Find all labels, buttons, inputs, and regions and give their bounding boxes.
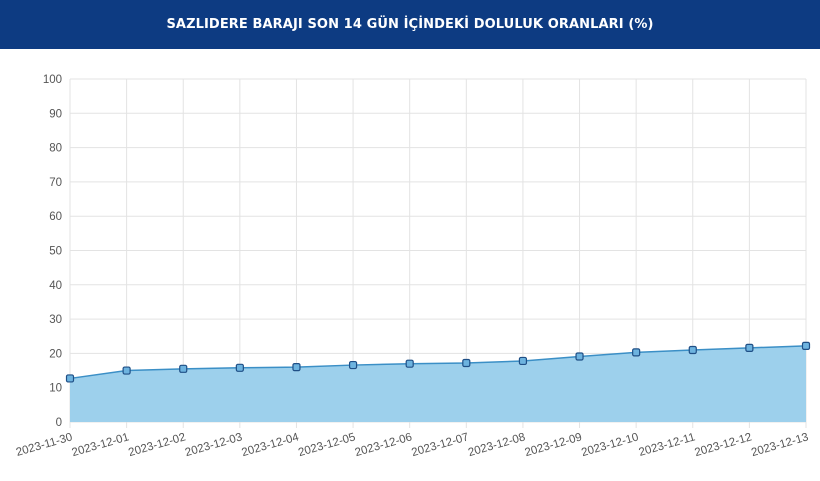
data-point — [575, 352, 584, 361]
x-axis-labels: 2023-11-302023-12-012023-12-022023-12-03… — [15, 431, 810, 459]
y-tick-label: 70 — [49, 177, 62, 189]
chart-header: SAZLIDERE BARAJI SON 14 GÜN İÇİNDEKİ DOL… — [0, 0, 820, 49]
data-point — [462, 358, 471, 368]
data-point — [65, 374, 75, 383]
y-tick-label: 0 — [56, 417, 62, 429]
data-point — [348, 360, 358, 370]
y-tick-label: 90 — [49, 108, 62, 120]
data-point — [235, 363, 244, 372]
y-tick-label: 80 — [49, 143, 62, 155]
y-tick-label: 20 — [49, 348, 62, 360]
data-point — [801, 341, 811, 350]
y-tick-label: 60 — [49, 211, 62, 223]
series-line — [69, 345, 807, 380]
data-point — [518, 356, 528, 366]
x-tick-label: 2023-12-09 — [524, 431, 584, 459]
y-tick-label: 30 — [49, 314, 62, 326]
x-tick-label: 2023-12-12 — [693, 431, 753, 459]
area-fill — [70, 345, 806, 422]
data-points — [65, 341, 811, 383]
x-tick-label: 2023-11-30 — [15, 431, 74, 459]
y-tick-label: 100 — [43, 74, 62, 86]
data-point — [122, 366, 131, 375]
data-point — [405, 359, 414, 368]
data-point — [745, 343, 754, 353]
x-tick-label: 2023-12-07 — [410, 431, 470, 459]
x-tick-label: 2023-12-13 — [750, 431, 810, 459]
y-tick-label: 50 — [49, 246, 62, 258]
x-tick-label: 2023-12-06 — [354, 431, 414, 459]
x-tick-label: 2023-12-10 — [580, 431, 640, 459]
x-tick-label: 2023-12-08 — [467, 431, 527, 459]
data-point — [688, 345, 697, 355]
x-tick-label: 2023-12-01 — [71, 431, 131, 459]
y-axis-labels: 0 10 20 30 40 50 60 70 80 90 100 — [43, 74, 62, 429]
data-point — [292, 363, 301, 372]
chart-title: SAZLIDERE BARAJI SON 14 GÜN İÇİNDEKİ DOL… — [166, 17, 654, 32]
data-point — [632, 348, 641, 357]
x-tick-label: 2023-12-04 — [240, 431, 300, 459]
area-series — [69, 345, 807, 422]
y-tick-label: 10 — [49, 383, 62, 395]
x-tick-label: 2023-12-02 — [127, 431, 187, 459]
x-tick-label: 2023-12-11 — [638, 431, 697, 459]
x-tick-label: 2023-12-03 — [184, 431, 244, 459]
data-point — [179, 364, 188, 373]
x-tick-label: 2023-12-05 — [297, 431, 357, 459]
y-tick-label: 40 — [49, 280, 62, 292]
